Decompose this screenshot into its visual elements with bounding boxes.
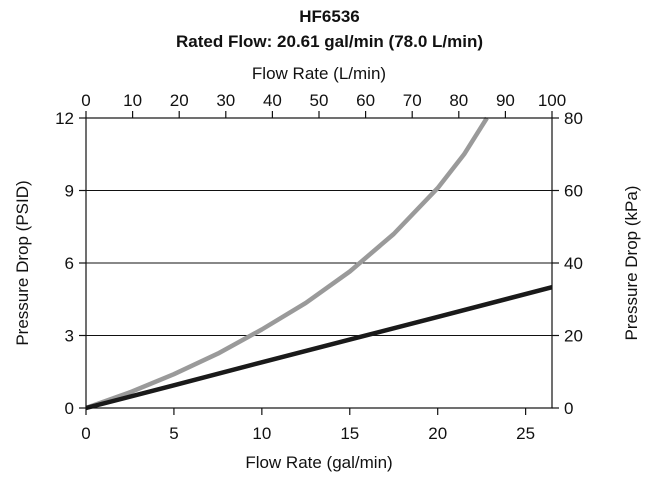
x2-axis-label: Flow Rate (L/min) bbox=[252, 64, 386, 83]
x2-tick-label-0: 0 bbox=[81, 91, 90, 110]
y-tick-label-9: 9 bbox=[65, 182, 74, 201]
y-tick-label-3: 3 bbox=[65, 327, 74, 346]
chart-subtitle: Rated Flow: 20.61 gal/min (78.0 L/min) bbox=[175, 32, 483, 51]
x2-tick-label-90: 90 bbox=[496, 91, 515, 110]
x2-tick-label-50: 50 bbox=[310, 91, 329, 110]
series-line-1 bbox=[85, 285, 553, 411]
y2-axis-label: Pressure Drop (kPa) bbox=[622, 186, 641, 341]
y2-tick-label-0: 0 bbox=[564, 399, 573, 418]
x-tick-label-10: 10 bbox=[252, 424, 271, 443]
gridlines bbox=[86, 190, 552, 336]
x-tick-label-25: 25 bbox=[516, 424, 535, 443]
y2-tick-label-40: 40 bbox=[564, 254, 583, 273]
x2-tick-label-10: 10 bbox=[123, 91, 142, 110]
y-tick-label-12: 12 bbox=[55, 109, 74, 128]
y2-tick-label-20: 20 bbox=[564, 327, 583, 346]
x2-tick-label-40: 40 bbox=[263, 91, 282, 110]
y-tick-label-0: 0 bbox=[65, 399, 74, 418]
x-tick-label-0: 0 bbox=[81, 424, 90, 443]
x2-tick-label-80: 80 bbox=[449, 91, 468, 110]
x2-tick-label-60: 60 bbox=[356, 91, 375, 110]
series-line-0 bbox=[85, 116, 489, 411]
chart-title: HF6536 bbox=[299, 7, 360, 26]
x-tick-label-5: 5 bbox=[169, 424, 178, 443]
x2-tick-label-20: 20 bbox=[170, 91, 189, 110]
x2-tick-label-100: 100 bbox=[538, 91, 566, 110]
y-tick-label-6: 6 bbox=[65, 254, 74, 273]
x-tick-label-20: 20 bbox=[428, 424, 447, 443]
x2-tick-label-30: 30 bbox=[216, 91, 235, 110]
x2-tick-label-70: 70 bbox=[403, 91, 422, 110]
y2-tick-label-60: 60 bbox=[564, 182, 583, 201]
x-tick-label-15: 15 bbox=[340, 424, 359, 443]
x-axis-label: Flow Rate (gal/min) bbox=[245, 453, 392, 472]
y2-tick-label-80: 80 bbox=[564, 109, 583, 128]
series-layer bbox=[85, 116, 553, 411]
ticks: 0 5 10 15 20 25 0 10 20 30 40 50 60 70 80 90 100 0 3 6 9 12 0 2… bbox=[55, 91, 583, 443]
y-axis-label: Pressure Drop (PSID) bbox=[13, 180, 32, 345]
